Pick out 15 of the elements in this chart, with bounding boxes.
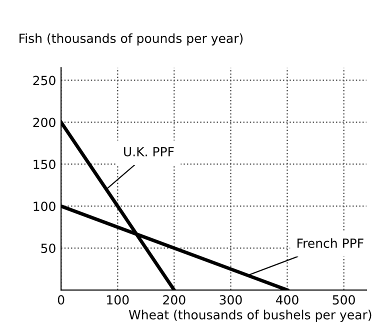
- x-tick-label: 100: [107, 295, 129, 305]
- x-tick-label: 300: [220, 295, 242, 305]
- annotation: U.K. PPF: [124, 147, 174, 156]
- y-tick-label: 50: [41, 244, 56, 254]
- y-tick-label: 100: [34, 202, 56, 212]
- y-axis-title: Fish (thousands of pounds per year): [20, 33, 243, 46]
- x-tick-label: 500: [332, 295, 355, 305]
- y-tick-label: 250: [33, 76, 56, 86]
- x-tick-label: 0: [58, 295, 64, 305]
- y-tick-label: 200: [33, 118, 56, 128]
- x-tick-label: 200: [163, 295, 186, 305]
- y-tick-label: 150: [34, 160, 56, 170]
- x-axis-title: Wheat (thousands of bushels per year): [128, 310, 372, 322]
- annotation: French PPF: [298, 238, 364, 248]
- x-tick-label: 400: [276, 295, 298, 305]
